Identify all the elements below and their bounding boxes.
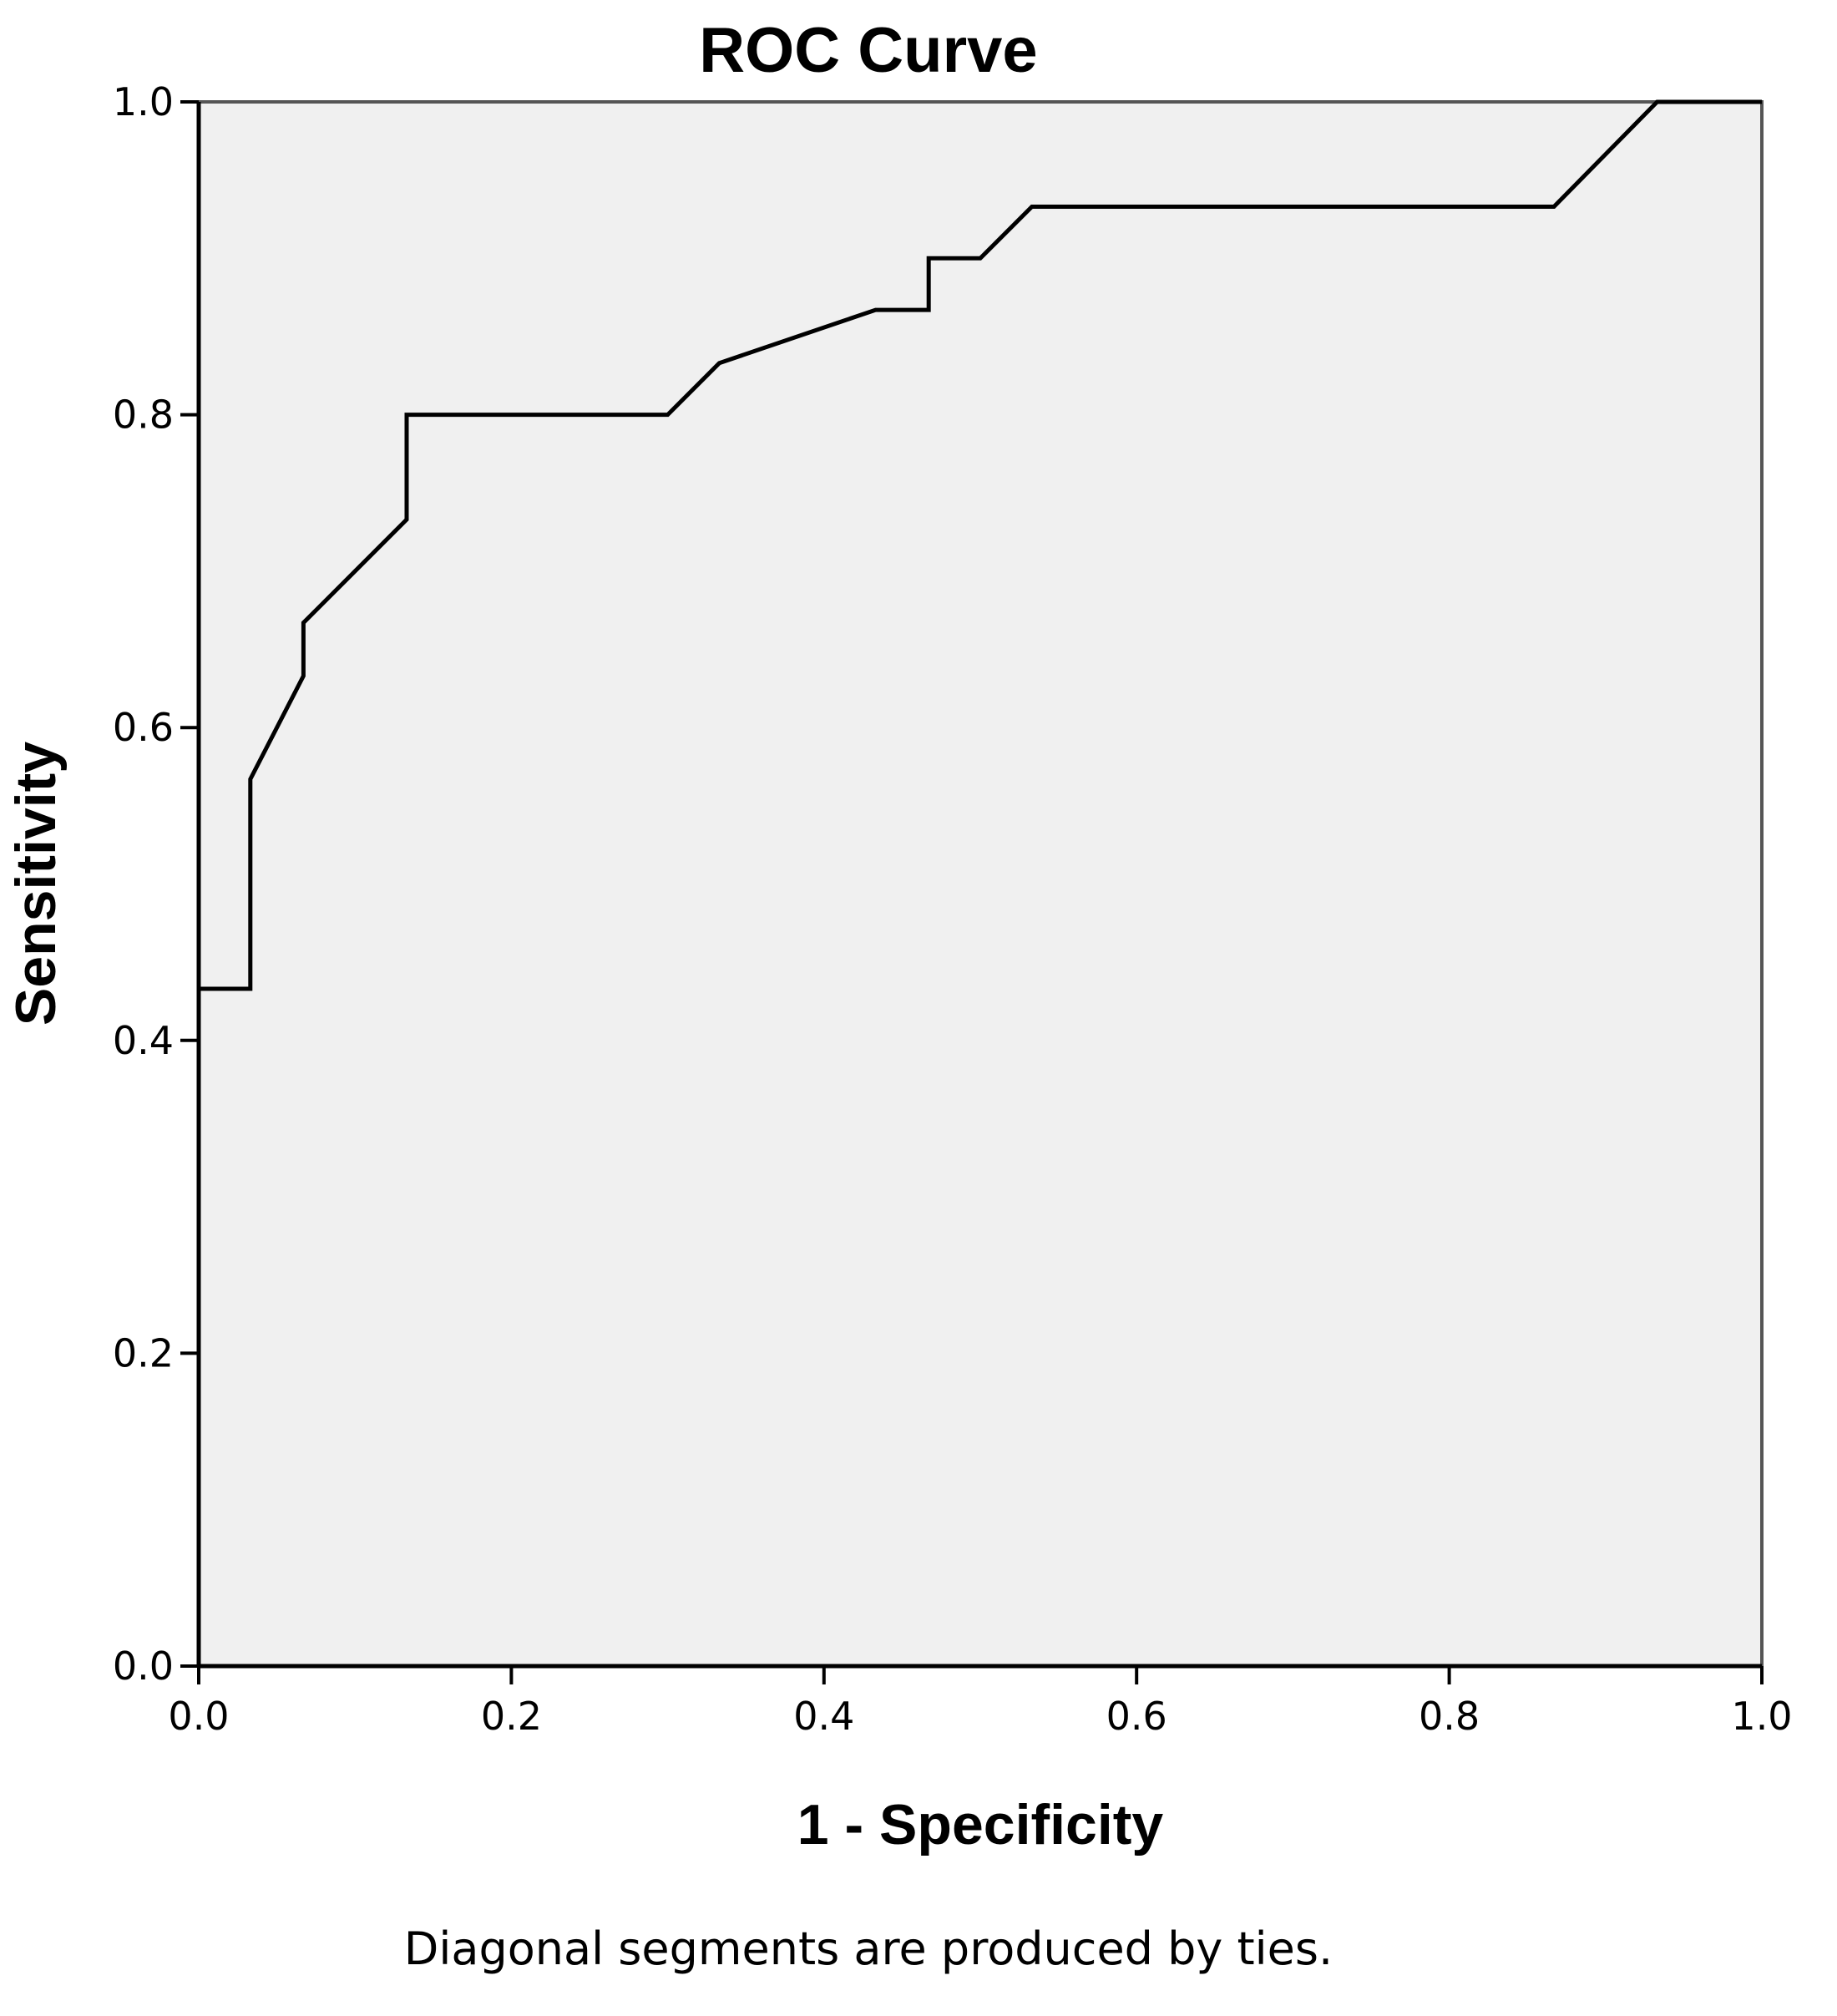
roc-curve-line (196, 99, 1762, 1666)
y-tick-label: 0.2 (113, 1330, 174, 1375)
y-axis-label: Sensitivity (4, 742, 68, 1026)
x-axis-ticks: 0.0 0.2 0.4 0.6 0.8 1.0 (168, 1666, 1793, 1739)
x-tick-label: 0.6 (1106, 1694, 1167, 1739)
x-axis-label: 1 - Specificity (797, 1793, 1164, 1856)
chart-title: ROC Curve (699, 15, 1037, 86)
x-tick-label: 0.8 (1419, 1694, 1480, 1739)
x-tick-label: 0.0 (168, 1694, 229, 1739)
y-tick-label: 1.0 (113, 79, 174, 124)
x-tick-label: 1.0 (1731, 1694, 1792, 1739)
y-tick-label: 0.6 (113, 705, 174, 750)
x-tick-label: 0.2 (481, 1694, 542, 1739)
y-tick-label: 0.4 (113, 1018, 174, 1063)
plot-area (197, 100, 1764, 1668)
chart-footnote: Diagonal segments are produced by ties. (404, 1922, 1333, 1975)
x-tick-label: 0.4 (793, 1694, 854, 1739)
y-tick-label: 0.8 (113, 393, 174, 438)
y-axis-ticks: 0.0 0.2 0.4 0.6 0.8 1.0 (113, 79, 199, 1689)
y-tick-label: 0.0 (113, 1644, 174, 1689)
